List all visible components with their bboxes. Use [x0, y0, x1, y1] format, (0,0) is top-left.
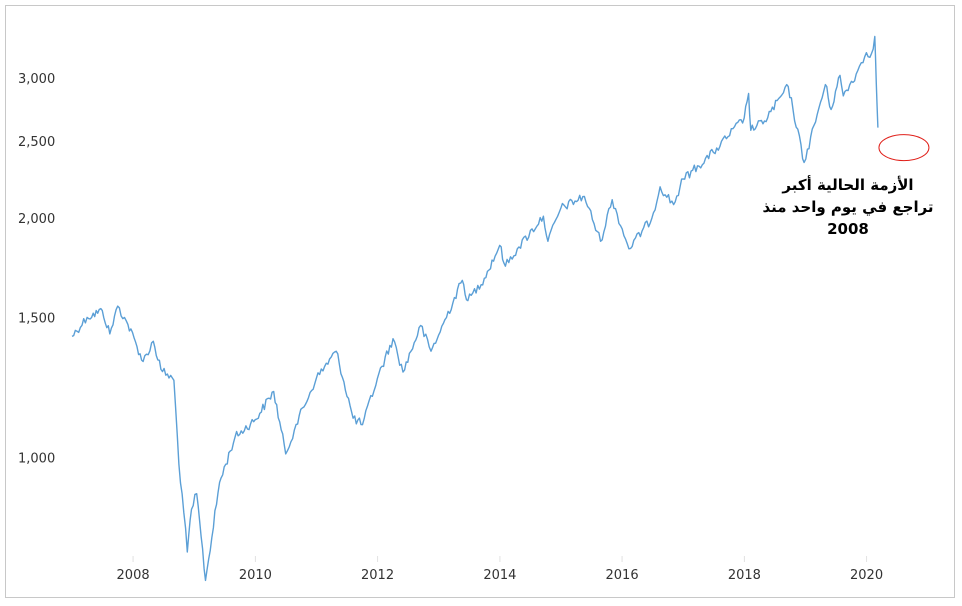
x-axis: 2008 2010 2012 2014 2016 2018 2020	[117, 556, 883, 583]
y-axis: 1,000 1,500 2,000 2,500 3,000	[18, 72, 55, 466]
y-tick-label: 1,000	[18, 451, 55, 466]
chart-annotation: الأزمة الحالية أكبر تراجع في يوم واحد من…	[760, 174, 936, 240]
x-tick-label: 2010	[239, 568, 272, 583]
plot-area	[71, 35, 930, 582]
y-tick-label: 2,500	[18, 135, 55, 150]
x-tick-label: 2014	[483, 568, 516, 583]
x-tick-label: 2020	[850, 568, 883, 583]
x-tick-label: 2018	[728, 568, 761, 583]
y-tick-label: 2,000	[18, 212, 55, 227]
series-line	[71, 35, 879, 582]
annotation-line-2: تراجع في يوم واحد منذ	[762, 198, 934, 216]
chart-frame	[5, 5, 955, 598]
annotation-line-3: 2008	[827, 220, 869, 238]
x-tick-label: 2016	[606, 568, 639, 583]
y-tick-label: 3,000	[18, 72, 55, 87]
x-tick-label: 2008	[117, 568, 150, 583]
highlight-ellipse	[878, 134, 930, 162]
x-tick-label: 2012	[361, 568, 394, 583]
annotation-line-1: الأزمة الحالية أكبر	[782, 176, 914, 194]
y-tick-label: 1,500	[18, 311, 55, 326]
